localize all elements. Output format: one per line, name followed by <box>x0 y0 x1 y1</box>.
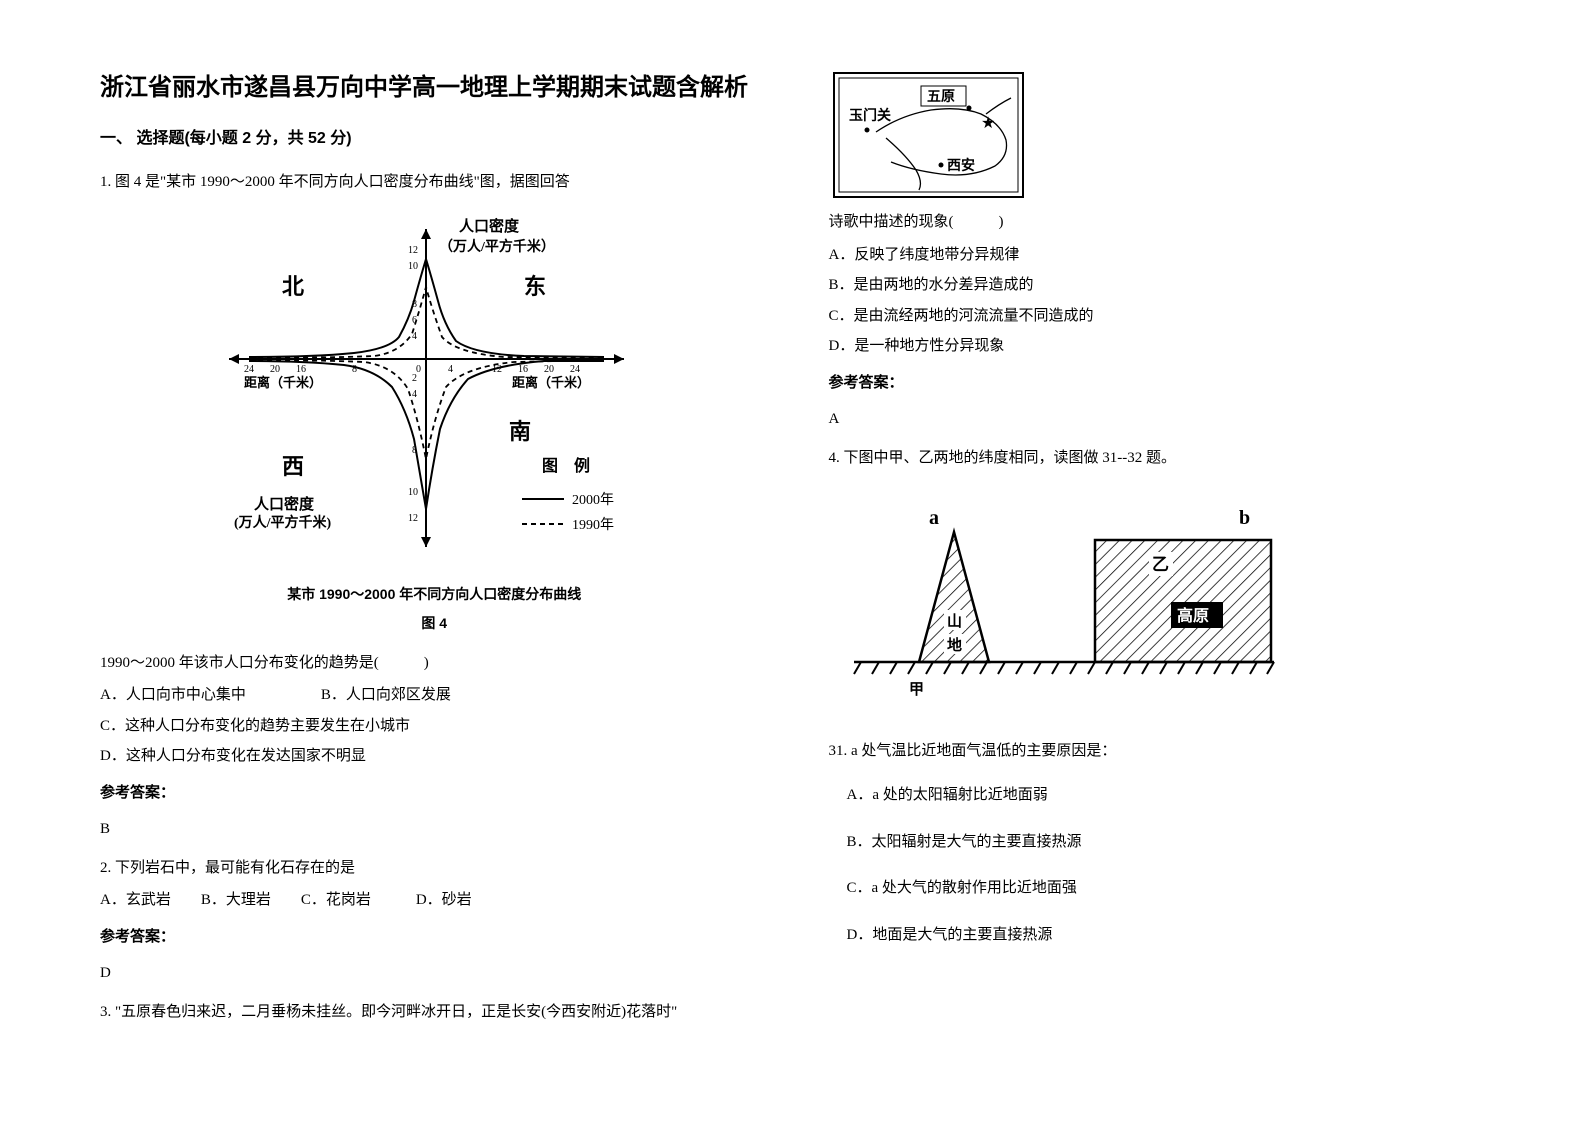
q4-diagram: a b 乙 高原 山 地 甲 <box>829 492 1498 713</box>
q3-opt-b: B．是由两地的水分差异造成的 <box>829 271 1498 300</box>
legend-title: 图 例 <box>542 456 590 475</box>
q4-q31-c: C．a 处大气的散射作用比近地面强 <box>829 874 1498 903</box>
map-wuyuan: 五原 <box>927 89 955 105</box>
label-di: 地 <box>947 636 962 654</box>
section-1-header: 一、 选择题(每小题 2 分，共 52 分) <box>100 124 769 154</box>
xtick: 16 <box>296 364 306 375</box>
label-gaoyuan: 高原 <box>1177 606 1209 625</box>
map-xian: 西安 <box>947 157 975 174</box>
ytick: 10 <box>408 487 418 498</box>
q3-answer-label: 参考答案： <box>829 369 1498 398</box>
q4-q31: 31. a 处气温比近地面气温低的主要原因是： <box>829 737 1498 766</box>
q3-sub: 诗歌中描述的现象( ) <box>829 208 1498 237</box>
label-jia: 甲 <box>909 681 924 698</box>
chart-title-1: 人口密度 <box>459 217 520 235</box>
q1-opt-d: D．这种人口分布变化在发达国家不明显 <box>100 742 769 771</box>
dir-east: 东 <box>524 274 546 299</box>
doc-title: 浙江省丽水市遂昌县万向中学高一地理上学期期末试题含解析 <box>100 70 769 106</box>
q3-opt-d: D．是一种地方性分异现象 <box>829 332 1498 361</box>
q3-opt-c: C．是由流经两地的河流流量不同造成的 <box>829 302 1498 331</box>
label-yi: 乙 <box>1152 555 1169 574</box>
label-shan: 山 <box>947 613 962 630</box>
legend-1990: 1990年 <box>572 517 614 533</box>
q1-answer-label: 参考答案： <box>100 779 769 808</box>
q4-q31-d: D．地面是大气的主要直接热源 <box>829 921 1498 950</box>
chart-title-2: （万人/平方千米） <box>439 238 555 255</box>
q3-map: 五原 玉门关 ★ 西安 <box>829 70 1498 200</box>
q3-stem: 3. "五原春色归来迟，二月垂杨未挂丝。即今河畔冰开日，正是长安(今西安附近)花… <box>100 998 769 1027</box>
q3-opt-a: A．反映了纬度地带分异规律 <box>829 241 1498 270</box>
q1-chart-caption-1: 某市 1990～2000 年不同方向人口密度分布曲线 <box>100 581 769 608</box>
ytick: 12 <box>408 513 418 524</box>
q2-stem: 2. 下列岩石中，最可能有化石存在的是 <box>100 854 769 883</box>
xtick: 4 <box>448 364 453 375</box>
dir-north: 北 <box>282 274 304 299</box>
q1-opt-b: B．人口向郊区发展 <box>321 687 451 703</box>
q1-opts-ab: A．人口向市中心集中 B．人口向郊区发展 <box>100 681 769 710</box>
ytick: 10 <box>408 261 418 272</box>
ytick: 2 <box>412 373 417 384</box>
x-label-left: 距离（千米） <box>244 375 322 390</box>
q1-stem: 1. 图 4 是"某市 1990～2000 年不同方向人口密度分布曲线"图，据图… <box>100 168 769 197</box>
q1-sub: 1990～2000 年该市人口分布变化的趋势是( ) <box>100 649 769 678</box>
q1-opt-c: C．这种人口分布变化的趋势主要发生在小城市 <box>100 712 769 741</box>
legend-2000: 2000年 <box>572 492 614 508</box>
dir-west: 西 <box>282 454 304 479</box>
xtick: 16 <box>518 364 528 375</box>
ytick: 4 <box>412 389 417 400</box>
q2-answer: D <box>100 959 769 988</box>
xtick: 20 <box>544 364 554 375</box>
q4-q31-a: A．a 处的太阳辐射比近地面弱 <box>829 781 1498 810</box>
q4-q31-b: B．太阳辐射是大气的主要直接热源 <box>829 828 1498 857</box>
q1-chart: 人口密度 （万人/平方千米） 北 东 西 南 24 20 16 8 0 <box>100 209 769 637</box>
label-b: b <box>1239 507 1250 529</box>
q4-stem: 4. 下图中甲、乙两地的纬度相同，读图做 31--32 题。 <box>829 444 1498 473</box>
xtick: 24 <box>570 364 580 375</box>
q1-chart-caption-2: 图 4 <box>100 610 769 637</box>
map-yumen: 玉门关 <box>849 107 891 124</box>
y-label-bottom-1: 人口密度 <box>254 495 315 513</box>
y-label-bottom-2: (万人/平方千米) <box>234 514 332 531</box>
ytick: 12 <box>408 245 418 256</box>
xtick: 24 <box>244 364 254 375</box>
q3-answer: A <box>829 405 1498 434</box>
dir-south: 南 <box>509 419 531 444</box>
xtick: 20 <box>270 364 280 375</box>
q1-answer: B <box>100 815 769 844</box>
q2-answer-label: 参考答案： <box>100 923 769 952</box>
q2-options: A．玄武岩 B．大理岩 C．花岗岩 D．砂岩 <box>100 886 769 915</box>
q1-opt-a: A．人口向市中心集中 <box>100 687 246 703</box>
x-label-right: 距离（千米） <box>512 375 590 390</box>
label-a: a <box>929 507 939 529</box>
